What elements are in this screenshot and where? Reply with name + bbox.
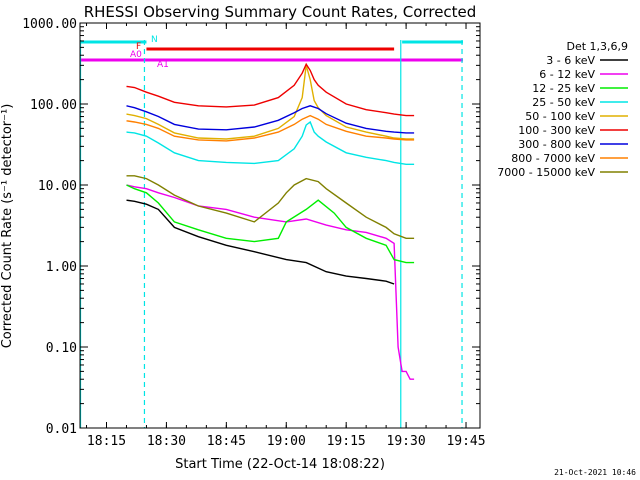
footer-timestamp: 21-Oct-2021 10:46 <box>554 468 636 477</box>
series-line-5 <box>126 62 415 117</box>
series-line-1 <box>126 184 415 380</box>
chart-title: RHESSI Observing Summary Count Rates, Co… <box>84 3 477 21</box>
legend-label: 100 - 300 keV <box>518 124 595 137</box>
legend-label: 800 - 7000 keV <box>511 152 595 165</box>
x-tick-label: 19:45 <box>446 434 485 449</box>
series-line-7 <box>126 114 415 142</box>
series-line-6 <box>126 105 415 134</box>
series-lines <box>126 62 415 380</box>
legend-title: Det 1,3,6,9 <box>566 40 628 53</box>
legend-label: 300 - 800 keV <box>518 138 595 151</box>
vertical-markers <box>79 40 463 428</box>
legend-label: 25 - 50 keV <box>532 96 595 109</box>
legend-label: 50 - 100 keV <box>525 110 595 123</box>
x-tick-label: 18:45 <box>207 434 246 449</box>
x-tick-label: 19:00 <box>267 434 306 449</box>
y-tick-label: 1000.00 <box>22 17 77 32</box>
flag-label-f: F <box>136 42 141 52</box>
plot-frame <box>79 22 481 429</box>
series-line-3 <box>126 120 415 166</box>
y-tick-label: 1.00 <box>46 260 77 275</box>
x-tick-label: 18:30 <box>147 434 186 449</box>
flag-label-n: N <box>151 35 158 45</box>
legend-label: 3 - 6 keV <box>546 54 595 67</box>
series-line-8 <box>126 175 415 240</box>
y-axis-ticks: 1000.00 100.00 10.00 1.00 0.10 0.01 <box>22 17 480 437</box>
x-tick-label: 19:30 <box>387 434 426 449</box>
series-line-4 <box>126 65 415 140</box>
flag-label-a1: A1 <box>157 60 169 70</box>
series-line-2 <box>126 184 415 264</box>
y-tick-label: 0.01 <box>46 422 77 437</box>
legend-label: 7000 - 15000 keV <box>497 166 595 179</box>
y-tick-label: 100.00 <box>30 98 77 113</box>
flag-label-a0: A0 <box>130 50 142 60</box>
x-tick-label: 18:15 <box>87 434 126 449</box>
y-tick-label: 10.00 <box>38 179 77 194</box>
x-tick-label: 19:15 <box>327 434 366 449</box>
x-axis-ticks: 18:15 18:30 18:45 19:00 19:15 19:30 19:45 <box>86 23 486 449</box>
y-tick-label: 0.10 <box>46 341 77 356</box>
series-line-0 <box>126 199 395 285</box>
y-axis-label: Corrected Count Rate (s⁻¹ detector⁻¹) <box>0 104 15 349</box>
x-axis-label: Start Time (22-Oct-14 18:08:22) <box>175 457 385 472</box>
legend-label: 6 - 12 keV <box>539 68 595 81</box>
legend-label: 12 - 25 keV <box>532 82 595 95</box>
